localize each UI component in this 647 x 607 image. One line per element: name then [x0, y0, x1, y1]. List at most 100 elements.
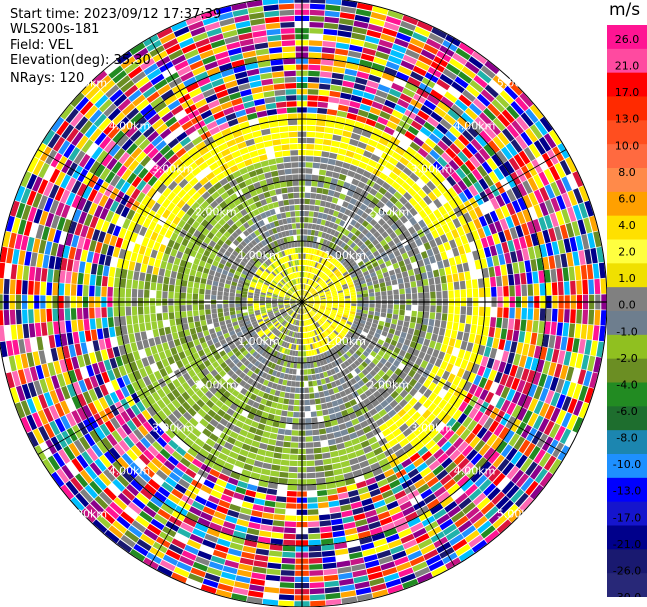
velocity-gate: [292, 338, 296, 344]
velocity-gate: [399, 93, 413, 104]
velocity-gate: [49, 199, 60, 214]
velocity-gate: [211, 290, 217, 296]
velocity-gate: [330, 257, 336, 263]
velocity-gate: [344, 68, 358, 77]
velocity-gate: [385, 337, 392, 344]
velocity-gate: [381, 413, 391, 423]
velocity-gate: [43, 423, 55, 439]
velocity-gate: [49, 420, 61, 436]
velocity-gate: [297, 332, 300, 338]
velocity-gate: [84, 213, 93, 227]
velocity-gate: [442, 259, 450, 268]
velocity-gate: [462, 130, 474, 142]
velocity-gate: [320, 526, 332, 533]
velocity-gate: [253, 415, 261, 423]
velocity-gate: [441, 457, 453, 469]
velocity-gate: [201, 368, 210, 376]
velocity-gate: [307, 305, 312, 310]
velocity-gate: [429, 444, 441, 455]
velocity-gate: [418, 305, 424, 312]
velocity-gate: [307, 83, 319, 89]
velocity-gate: [293, 306, 298, 310]
velocity-gate: [402, 151, 413, 162]
velocity-gate: [199, 418, 209, 428]
velocity-gate: [283, 348, 288, 355]
velocity-gate: [193, 315, 200, 322]
velocity-gate: [167, 212, 176, 222]
velocity-gate: [152, 413, 163, 425]
velocity-gate: [380, 286, 387, 292]
velocity-gate: [219, 258, 227, 265]
velocity-gate: [311, 349, 315, 356]
velocity-gate: [436, 368, 445, 378]
velocity-gate: [316, 361, 321, 367]
velocity-gate: [380, 561, 396, 571]
velocity-gate: [290, 442, 299, 448]
velocity-gate: [342, 162, 351, 170]
velocity-gate: [335, 548, 349, 556]
velocity-gate: [368, 159, 378, 168]
velocity-gate: [393, 249, 401, 257]
velocity-gate: [506, 124, 520, 139]
velocity-gate: [339, 98, 351, 106]
velocity-gate: [10, 387, 20, 404]
velocity-gate: [126, 484, 139, 497]
velocity-gate: [330, 341, 336, 347]
velocity-gate: [193, 287, 199, 294]
velocity-gate: [488, 122, 501, 136]
velocity-gate: [352, 404, 360, 412]
velocity-gate: [490, 197, 500, 210]
velocity-gate: [9, 279, 16, 295]
velocity-gate: [474, 206, 484, 218]
velocity-gate: [281, 564, 295, 570]
velocity-gate: [32, 396, 43, 412]
velocity-gate: [467, 221, 477, 232]
velocity-gate: [363, 124, 374, 133]
velocity-gate: [6, 372, 15, 389]
velocity-gate: [409, 341, 417, 349]
velocity-gate: [554, 254, 562, 269]
velocity-gate: [403, 258, 411, 266]
velocity-gate: [308, 64, 321, 71]
velocity-gate: [326, 195, 333, 203]
velocity-gate: [304, 314, 307, 320]
velocity-gate: [332, 299, 339, 302]
velocity-gate: [330, 312, 336, 316]
velocity-gate: [529, 104, 544, 120]
velocity-gate: [109, 200, 120, 213]
velocity-gate: [249, 393, 257, 401]
velocity-gate: [191, 393, 200, 403]
velocity-gate: [400, 60, 415, 71]
velocity-gate: [539, 471, 553, 488]
velocity-gate: [331, 250, 337, 257]
velocity-gate: [223, 295, 229, 300]
velocity-gate: [333, 366, 340, 374]
velocity-gate: [457, 441, 469, 453]
velocity-gate: [538, 270, 545, 283]
velocity-gate: [397, 278, 404, 284]
velocity-gate: [297, 302, 302, 307]
velocity-gate: [544, 405, 555, 420]
velocity-gate: [454, 289, 460, 298]
velocity-gate: [336, 36, 351, 44]
velocity-gate: [472, 306, 479, 316]
velocity-gate: [309, 254, 314, 260]
velocity-gate: [275, 502, 286, 509]
velocity-gate: [186, 217, 195, 226]
velocity-gate: [309, 582, 325, 589]
velocity-gate: [324, 127, 334, 134]
velocity-gate: [274, 364, 280, 371]
velocity-gate: [356, 167, 365, 175]
velocity-gate: [229, 330, 236, 336]
velocity-gate: [247, 399, 255, 407]
velocity-gate: [311, 317, 316, 323]
velocity-gate: [244, 317, 250, 323]
velocity-gate: [323, 312, 330, 317]
velocity-gate: [346, 333, 352, 339]
velocity-gate: [466, 466, 479, 479]
velocity-gate: [217, 312, 224, 318]
velocity-gate: [428, 382, 437, 392]
velocity-gate: [119, 287, 126, 298]
velocity-gate: [370, 133, 381, 142]
velocity-gate: [511, 213, 520, 227]
